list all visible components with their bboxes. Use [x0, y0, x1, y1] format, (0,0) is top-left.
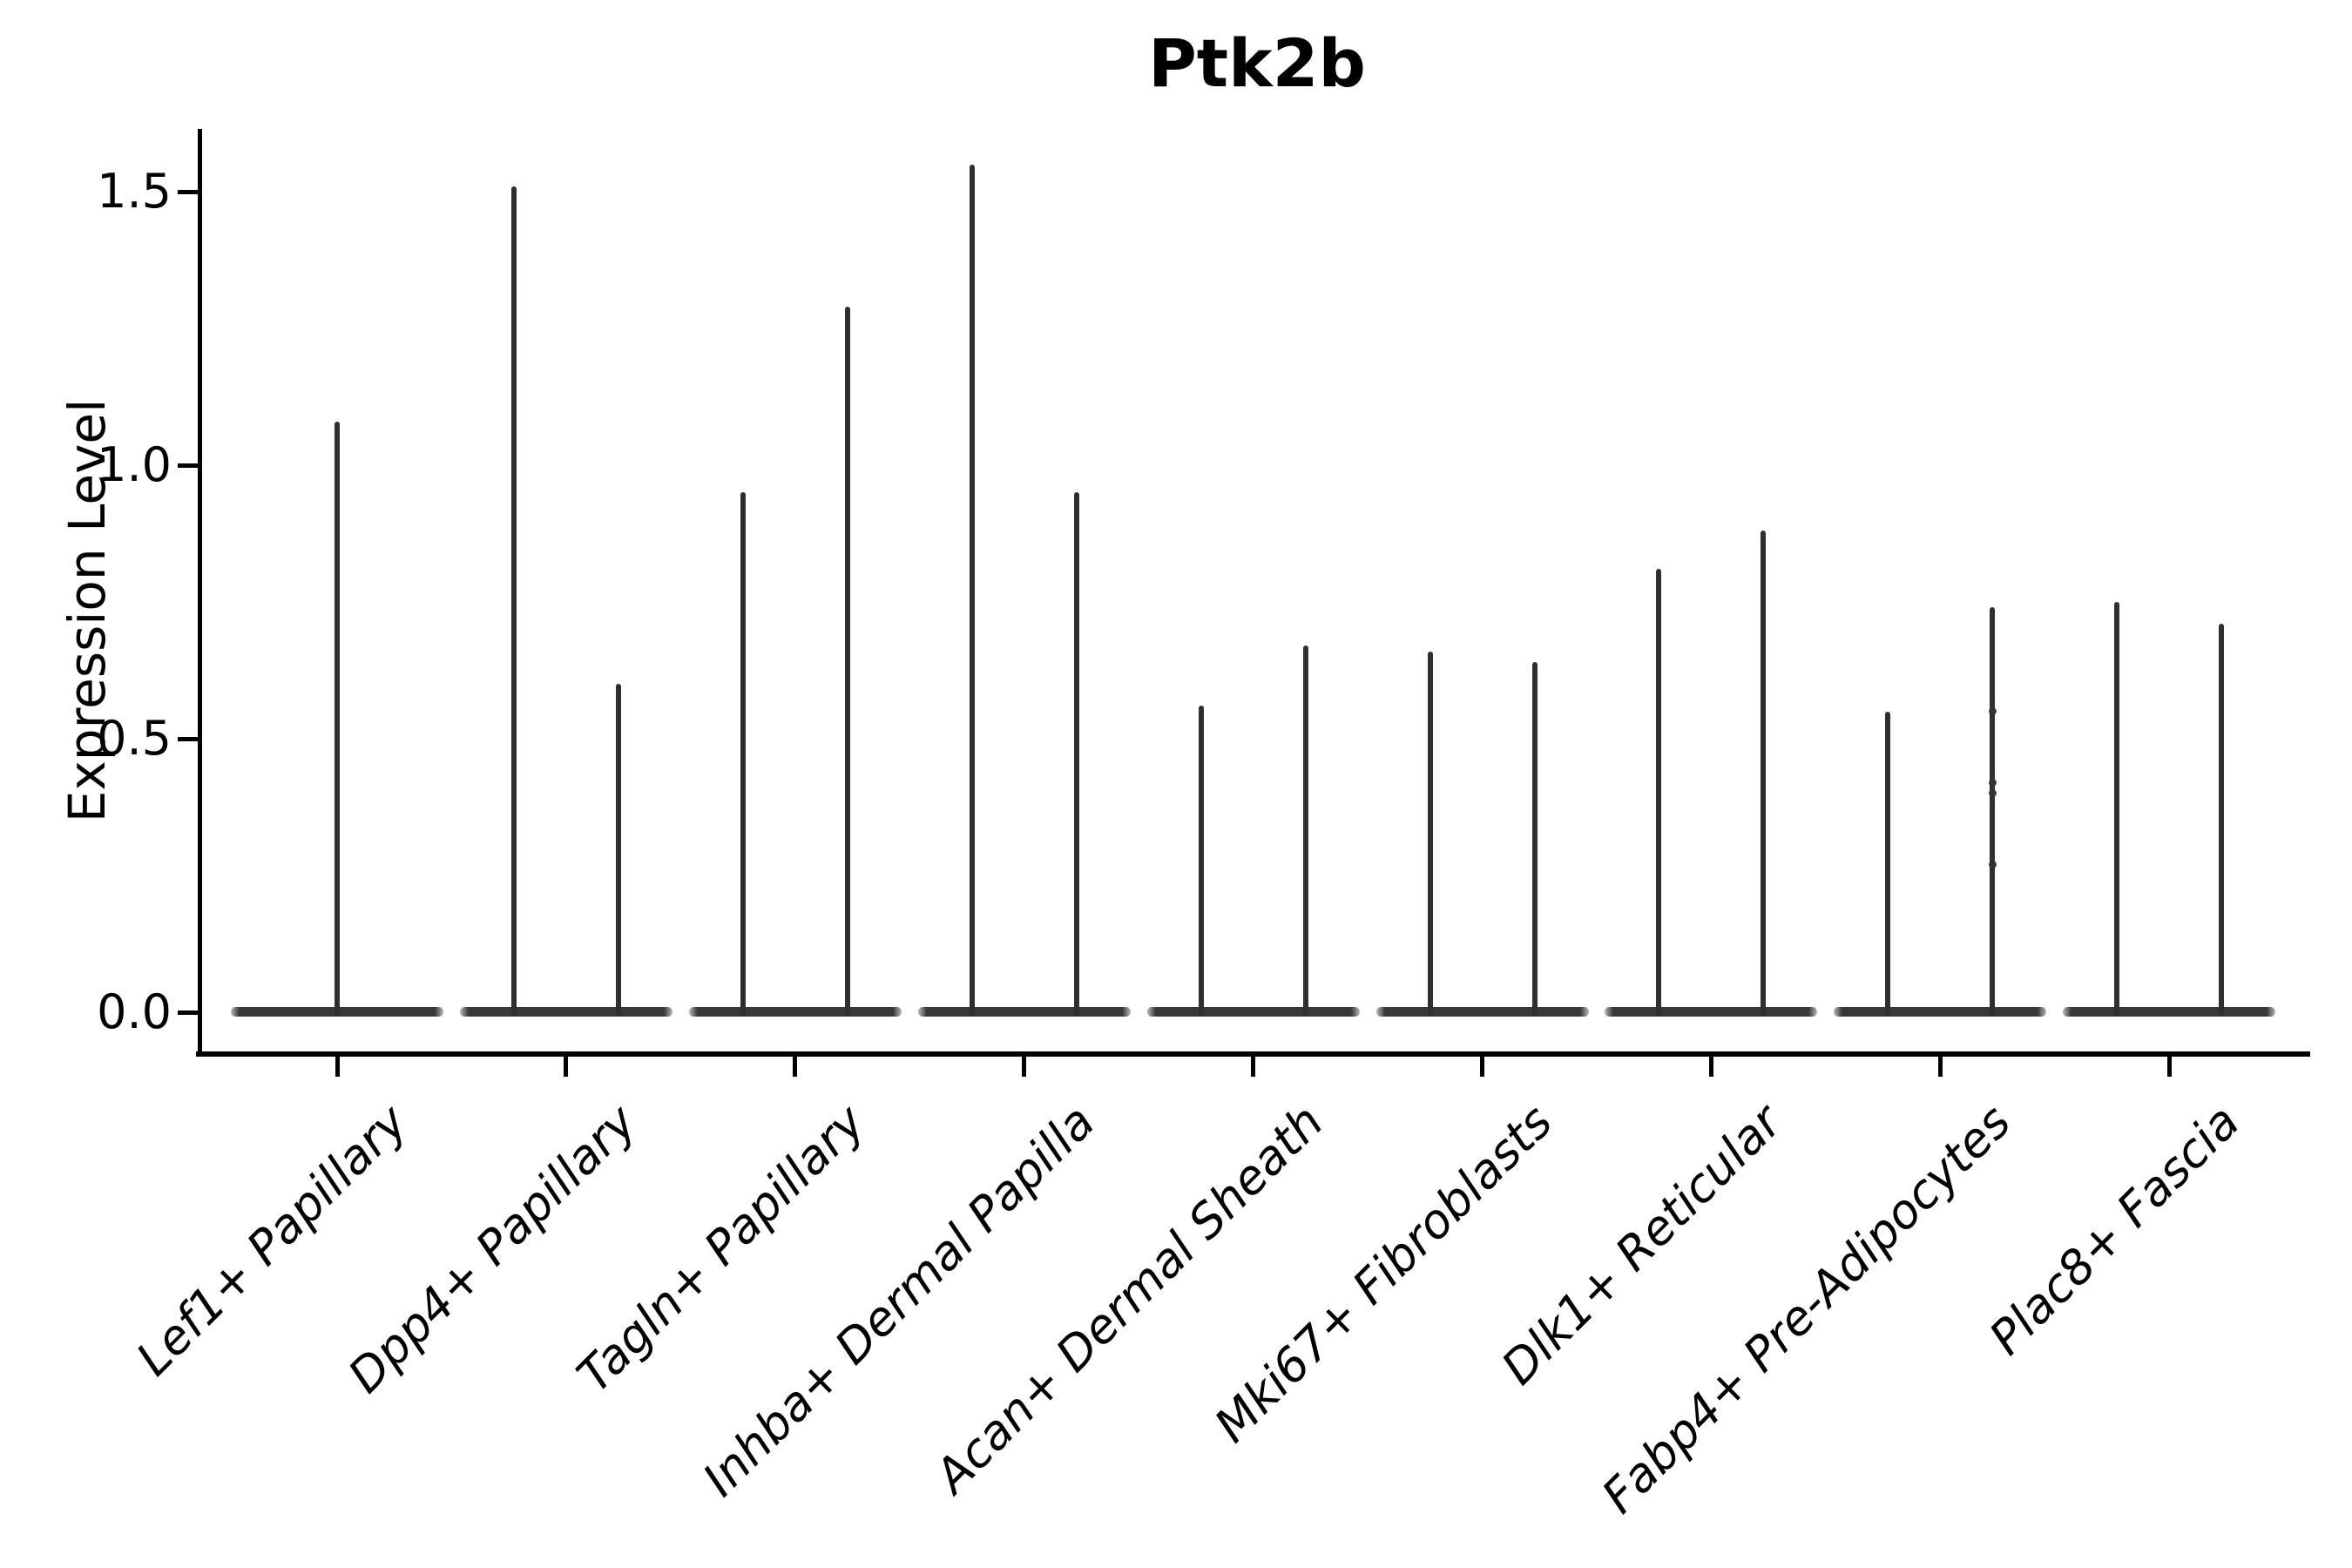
x-tick-mark	[1937, 1057, 1943, 1077]
violin-spike	[1531, 662, 1538, 1016]
data-point-dot	[1988, 707, 1997, 716]
violin-base	[1605, 1007, 1818, 1017]
violin-spike	[1198, 706, 1204, 1016]
x-tick-label: Inhba+ Dermal Papilla	[692, 1094, 1105, 1507]
x-axis-spine	[196, 1051, 2310, 1057]
violin-spike	[1073, 492, 1079, 1016]
violin-base	[2063, 1007, 2276, 1017]
data-point-dot	[1988, 860, 1997, 868]
y-tick-mark	[178, 190, 198, 194]
violin-spike	[510, 186, 517, 1016]
violin-spike	[1990, 607, 1996, 1016]
violin-spike	[1761, 531, 1767, 1016]
violin-spike	[969, 164, 975, 1016]
y-tick-mark	[178, 463, 198, 468]
violin-base	[688, 1007, 902, 1017]
y-tick-label: 0.5	[97, 711, 172, 766]
plot-title: Ptk2b	[1148, 24, 1366, 102]
x-tick-mark	[1480, 1057, 1484, 1077]
x-tick-mark	[793, 1057, 798, 1077]
x-tick-mark	[1708, 1057, 1713, 1077]
x-tick-mark	[1022, 1057, 1027, 1077]
y-tick-label: 0.0	[97, 984, 172, 1039]
violin-spike	[1302, 645, 1308, 1016]
y-tick-label: 1.0	[97, 437, 172, 492]
y-tick-mark	[178, 737, 198, 741]
violin-base	[1375, 1007, 1589, 1017]
x-tick-mark	[335, 1057, 340, 1077]
violin-base	[1834, 1007, 2047, 1017]
y-axis-spine	[198, 129, 202, 1057]
violin-spike	[1885, 711, 1891, 1016]
violin-spike	[844, 306, 850, 1016]
y-tick-mark	[178, 1010, 198, 1015]
x-tick-label: Acan+ Dermal Sheath	[924, 1094, 1335, 1504]
violin-base	[459, 1007, 672, 1017]
data-point-dot	[1988, 778, 1997, 787]
violin-spike	[2219, 624, 2225, 1016]
violin-spike	[335, 421, 340, 1016]
x-tick-mark	[564, 1057, 569, 1077]
x-tick-label: Plac8+ Fascia	[1978, 1094, 2250, 1366]
x-tick-mark	[1251, 1057, 1256, 1077]
violin-spike	[2114, 602, 2120, 1016]
x-tick-label: Fabp4+ Pre-Adipocytes	[1591, 1094, 2021, 1524]
x-tick-mark	[2166, 1057, 2172, 1077]
violin-spike	[740, 492, 746, 1016]
violin-spike	[615, 684, 621, 1016]
violin-spike	[1656, 569, 1662, 1016]
violin-base	[1146, 1007, 1360, 1017]
violin-base	[917, 1007, 1131, 1017]
y-tick-label: 1.5	[97, 164, 172, 219]
violin-spike	[1427, 651, 1433, 1016]
data-point-dot	[1988, 789, 1997, 798]
